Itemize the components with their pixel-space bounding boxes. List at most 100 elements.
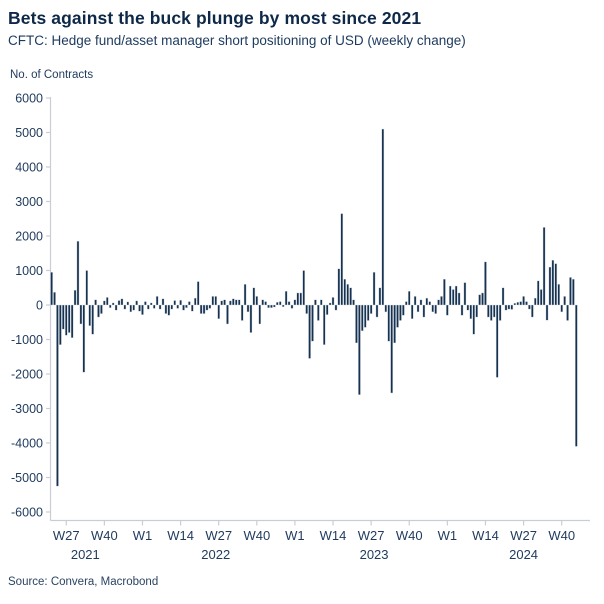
- bar: [539, 289, 543, 306]
- bar: [407, 291, 411, 306]
- bar: [507, 304, 511, 310]
- axis-tick-label: -3000: [11, 402, 43, 416]
- bar: [249, 304, 253, 333]
- bar: [237, 299, 241, 306]
- bar: [302, 270, 305, 306]
- bar: [516, 302, 519, 306]
- axis-tick-label: 0: [36, 299, 43, 313]
- bar: [369, 304, 373, 314]
- axis-tick-label: -2000: [11, 368, 43, 382]
- bar: [208, 304, 212, 309]
- axis-tick-label: -1000: [11, 333, 43, 347]
- bar: [531, 304, 534, 318]
- bar: [364, 304, 367, 328]
- bar: [281, 304, 285, 307]
- bar: [481, 292, 484, 306]
- bar: [487, 304, 490, 318]
- bar: [296, 292, 300, 306]
- bar: [73, 289, 77, 306]
- bar: [366, 304, 370, 321]
- axis-tick-label: W40: [548, 528, 575, 543]
- bar: [223, 299, 226, 306]
- bar: [446, 304, 449, 316]
- bar: [440, 296, 443, 306]
- bar: [176, 304, 179, 309]
- bar: [135, 300, 138, 306]
- bar: [340, 213, 344, 306]
- bar: [240, 304, 244, 321]
- bar: [466, 304, 470, 311]
- axis-tick-label: 2024: [509, 547, 538, 562]
- bar: [91, 304, 94, 335]
- bar: [501, 287, 505, 306]
- bar: [510, 304, 514, 310]
- axis-tick-label: 4000: [15, 161, 43, 175]
- bar: [504, 304, 508, 311]
- bar: [284, 291, 288, 306]
- bar: [475, 304, 478, 318]
- bar: [106, 297, 109, 306]
- bar: [88, 304, 91, 326]
- axis-tick-label: -6000: [11, 506, 43, 520]
- bar: [575, 304, 578, 447]
- bar: [393, 304, 396, 344]
- bar: [460, 304, 464, 316]
- bar: [495, 304, 499, 378]
- bar: [361, 304, 364, 332]
- bar: [331, 297, 335, 306]
- bar: [419, 299, 423, 306]
- bar: [308, 304, 311, 359]
- bar: [387, 304, 390, 342]
- bar: [185, 304, 188, 308]
- bar: [498, 304, 502, 321]
- bar: [431, 304, 434, 313]
- bar: [273, 304, 276, 308]
- bar: [519, 301, 522, 306]
- bar: [164, 304, 168, 314]
- bar: [120, 298, 124, 306]
- bar: [117, 300, 121, 306]
- bar: [484, 261, 487, 306]
- axis-tick-label: W27: [510, 528, 537, 543]
- y-axis-title: No. of Contracts: [10, 69, 94, 81]
- bar: [202, 304, 206, 314]
- bar: [126, 301, 130, 306]
- bar: [217, 304, 220, 320]
- bar: [443, 278, 446, 306]
- bar: [82, 304, 86, 373]
- bar: [279, 301, 282, 306]
- bar: [132, 304, 135, 311]
- bar: [528, 304, 531, 310]
- bar: [314, 299, 317, 306]
- bar: [325, 304, 329, 315]
- axis-tick-label: W1: [438, 528, 458, 543]
- source-note: Source: Convera, Macrobond: [8, 576, 159, 588]
- bar: [67, 304, 71, 333]
- bar: [182, 304, 185, 311]
- bar: [255, 296, 259, 306]
- bar: [311, 304, 314, 342]
- bar: [449, 285, 452, 306]
- bar: [56, 304, 59, 487]
- axis-tick-label: W14: [167, 528, 194, 543]
- bar: [261, 299, 264, 306]
- bar: [158, 304, 162, 310]
- bar: [472, 304, 475, 335]
- axis-tick-label: 2021: [71, 547, 100, 562]
- bar: [100, 304, 103, 314]
- bar: [179, 299, 182, 306]
- bar: [434, 304, 437, 314]
- bar: [358, 304, 361, 395]
- bar: [554, 263, 558, 306]
- bar: [372, 272, 376, 306]
- bar: [534, 297, 537, 306]
- axis-tick-label: 6000: [15, 92, 43, 106]
- bar: [390, 304, 393, 394]
- bar: [267, 304, 270, 308]
- bar: [525, 301, 528, 306]
- bar: [437, 299, 440, 306]
- bar: [94, 299, 97, 306]
- bar: [188, 301, 191, 306]
- bar: [214, 296, 218, 306]
